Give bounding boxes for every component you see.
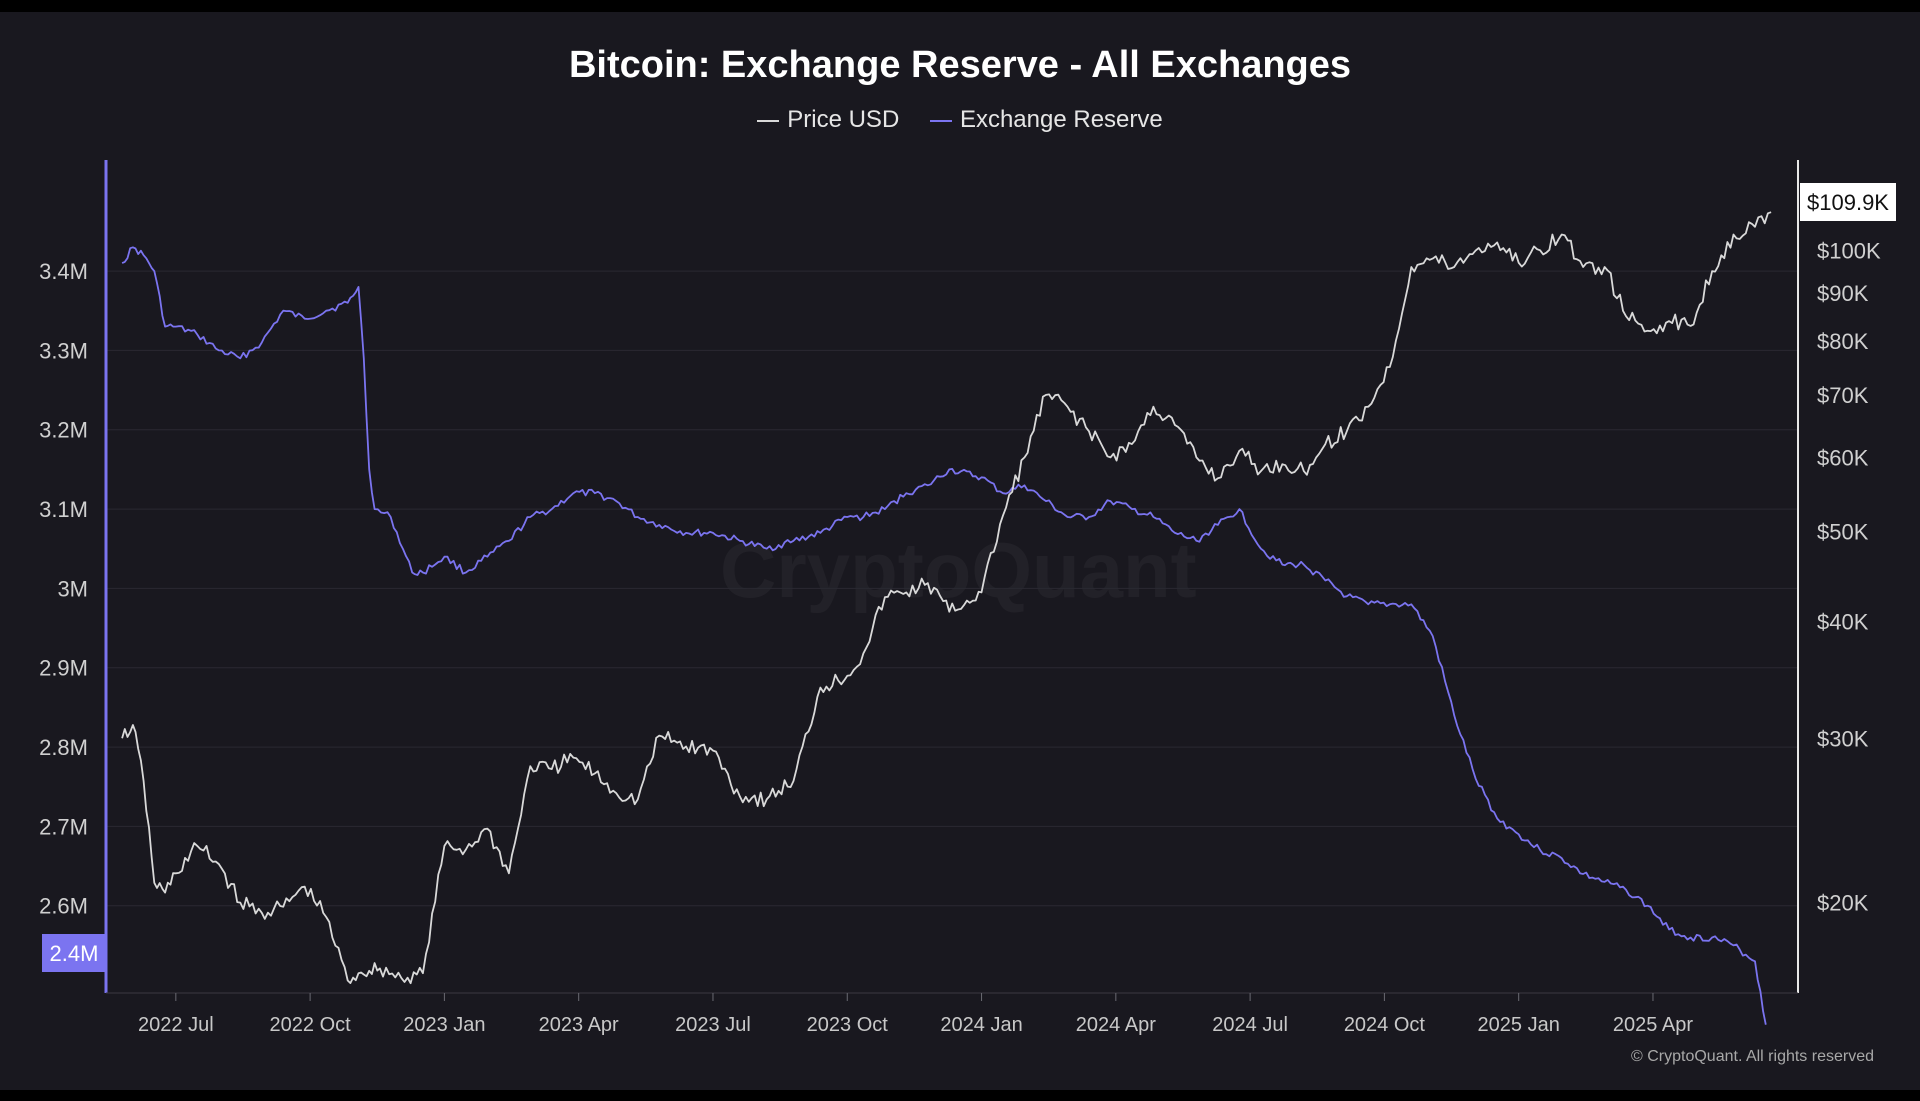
chart-frame [0, 12, 1920, 1090]
series-layer [121, 211, 1772, 1025]
x-tick-label: 2024 Oct [1344, 1014, 1426, 1036]
reserve-value-badge [42, 934, 106, 972]
legend-item-reserve[interactable]: Exchange Reserve [929, 106, 1163, 134]
legend-label-price: Price USD [787, 106, 900, 133]
legend-label-reserve: Exchange Reserve [959, 106, 1163, 133]
left-tick-label: 3.2M [39, 418, 88, 443]
right-tick-label: $70K [1817, 383, 1869, 408]
left-tick-label: 3.4M [39, 259, 88, 284]
price-value-label: $109.9K [1807, 190, 1889, 215]
price-value-badge [1800, 183, 1896, 221]
left-tick-label: 3.3M [39, 338, 88, 363]
left-tick-label: 2.9M [39, 656, 88, 681]
right-tick-label: $40K [1817, 610, 1869, 635]
right-tick-label: $90K [1817, 281, 1869, 306]
x-tick-label: 2023 Apr [539, 1014, 619, 1036]
left-tick-label: 2.7M [39, 814, 88, 839]
gridlines [106, 270, 1798, 907]
exchange-reserve-line [121, 246, 1767, 1025]
price-usd-line [121, 211, 1772, 985]
right-tick-label: $80K [1817, 329, 1869, 354]
x-tick-label: 2025 Apr [1613, 1014, 1693, 1036]
reserve-value-label: 2.4M [50, 941, 99, 966]
x-tick-label: 2024 Apr [1076, 1014, 1156, 1036]
right-tick-label: $20K [1817, 891, 1869, 916]
x-tick-label: 2023 Jan [403, 1014, 485, 1036]
x-tick-label: 2024 Jan [940, 1014, 1022, 1036]
x-tick-label: 2022 Oct [270, 1014, 352, 1036]
current-value-badges: 2.4M $109.9K [42, 183, 1896, 972]
x-tick-label: 2024 Jul [1212, 1014, 1288, 1036]
right-axis: $100K $90K $80K $70K $60K $50K $40K $30K $20K [1797, 160, 1881, 993]
legend-item-price[interactable]: Price USD [757, 106, 899, 134]
right-tick-label: $30K [1817, 726, 1869, 751]
x-axis: 2022 Jul 2022 Oct 2023 Jan 2023 Apr 2023 Jul… [106, 992, 1798, 1036]
right-tick-label: $100K [1817, 238, 1881, 263]
x-tick-label: 2023 Oct [807, 1014, 889, 1036]
chart-legend: Price USD Exchange Reserve [0, 106, 1920, 134]
x-tick-label: 2023 Jul [675, 1014, 751, 1036]
right-tick-label: $50K [1817, 519, 1869, 544]
left-tick-label: 3.1M [39, 497, 88, 522]
legend-swatch-reserve [929, 119, 952, 122]
legend-swatch-price [757, 119, 780, 122]
chart-title: Bitcoin: Exchange Reserve - All Exchange… [568, 44, 1352, 86]
copyright-text: © CryptoQuant. All rights reserved [1631, 1048, 1874, 1065]
x-tick-label: 2025 Jan [1478, 1014, 1560, 1036]
left-tick-label: 2.6M [39, 894, 88, 919]
right-tick-label: $60K [1817, 445, 1869, 470]
left-tick-label: 2.8M [39, 735, 88, 760]
left-tick-label: 3M [57, 576, 88, 601]
left-axis: 3.4M 3.3M 3.2M 3.1M 3M 2.9M 2.8M 2.7M 2.6M [39, 160, 108, 993]
x-tick-label: 2022 Jul [138, 1014, 214, 1036]
